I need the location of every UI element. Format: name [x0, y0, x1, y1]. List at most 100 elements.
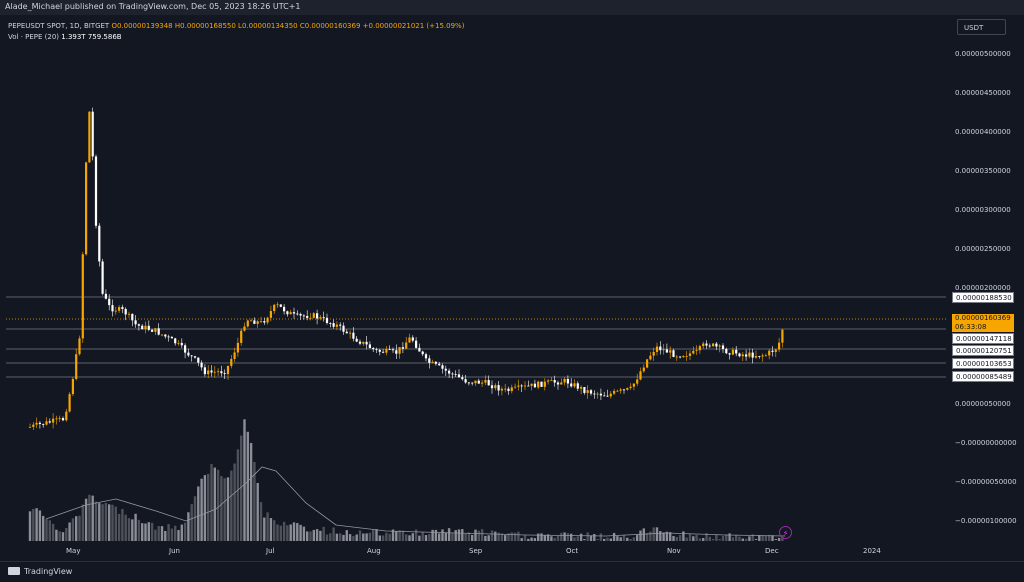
tradingview-brand[interactable]: TradingView: [8, 567, 72, 576]
time-label: May: [66, 547, 81, 555]
candle-body: [669, 350, 672, 353]
candlestick-chart[interactable]: [6, 43, 946, 545]
volume-bar: [715, 534, 718, 541]
volume-bar: [385, 532, 388, 541]
volume-bar: [253, 461, 256, 541]
volume-bar: [530, 537, 533, 541]
chart-pane[interactable]: [6, 43, 946, 545]
volume-bar: [546, 534, 550, 541]
lightning-icon[interactable]: ⚡: [779, 526, 792, 539]
candle-body: [259, 321, 263, 322]
candle-body: [520, 385, 523, 387]
price-label: −0.00000000000: [955, 439, 1017, 447]
volume-bar: [497, 532, 500, 541]
volume-bar: [424, 535, 428, 541]
candle-body: [599, 393, 602, 396]
price-label: 0.00000450000: [955, 89, 1011, 97]
candle-body: [563, 378, 566, 383]
candle-body: [299, 314, 302, 316]
volume-bar: [104, 502, 108, 541]
candle-body: [279, 304, 282, 307]
candle-body: [606, 395, 609, 397]
candle-body: [497, 385, 500, 391]
price-label: 0.00000250000: [955, 245, 1011, 253]
volume-bar: [193, 496, 197, 541]
volume-bar: [454, 530, 457, 541]
candle-body: [474, 380, 477, 384]
volume-bar: [527, 538, 530, 541]
time-axis[interactable]: May Jun Jul Aug Sep Oct Nov Dec 2024: [0, 545, 946, 561]
volume-bar: [434, 529, 438, 541]
volume-bar: [309, 531, 312, 541]
volume-bar: [266, 512, 269, 541]
candle-body: [685, 356, 688, 357]
volume-bar: [348, 534, 352, 541]
candle-body: [659, 346, 662, 351]
volume-bar: [174, 525, 177, 541]
candle-body: [187, 352, 190, 356]
candle-body: [256, 321, 259, 324]
volume-bar: [345, 530, 348, 541]
volume-bar: [471, 534, 474, 541]
candle-body: [289, 312, 292, 315]
volume-bar: [768, 534, 771, 541]
volume-bar: [698, 538, 702, 541]
volume-bar: [292, 522, 296, 541]
volume-bar: [672, 535, 675, 541]
volume-bar: [68, 522, 71, 541]
volume-bar: [490, 530, 494, 541]
candle-body: [457, 374, 461, 378]
volume-bar: [75, 516, 78, 541]
volume-bar: [408, 535, 411, 541]
volume-bar: [692, 536, 695, 541]
legend-volume-label[interactable]: Vol · PEPE (20): [8, 33, 60, 41]
candle-body: [418, 347, 421, 352]
volume-bar: [124, 514, 127, 541]
volume-bar: [649, 531, 652, 541]
candle-body: [88, 111, 91, 163]
time-label: Sep: [469, 547, 483, 555]
volume-bar: [111, 504, 114, 541]
volume-bar: [777, 537, 781, 541]
candle-body: [104, 293, 107, 299]
volume-bar: [741, 538, 744, 541]
time-label: Jul: [266, 547, 275, 555]
candle-body: [731, 349, 734, 355]
candle-body: [636, 379, 639, 384]
volume-bar: [504, 535, 507, 541]
volume-bar: [589, 535, 593, 541]
volume-bar: [758, 535, 761, 541]
volume-bar: [117, 513, 121, 541]
volume-bar: [655, 527, 659, 541]
volume-bar: [678, 535, 682, 541]
volume-bar: [45, 519, 48, 541]
volume-bar: [263, 517, 266, 541]
legend-symbol[interactable]: PEPEUSDT SPOT, 1D, BITGET: [8, 22, 110, 30]
price-axis[interactable]: 0.00000500000 0.00000450000 0.0000040000…: [948, 43, 1024, 545]
volume-bar: [583, 539, 586, 541]
candle-body: [382, 351, 385, 353]
volume-bar: [418, 535, 421, 541]
legend-high: H0.00000168550: [174, 22, 236, 30]
candle-body: [431, 361, 434, 363]
volume-bar: [632, 537, 636, 541]
candle-body: [200, 362, 203, 368]
candle-body: [467, 382, 470, 384]
volume-bar: [358, 530, 362, 541]
current-price-tag: 0.00000160369: [952, 314, 1014, 323]
currency-selector[interactable]: USDT: [957, 19, 1006, 35]
candle-body: [233, 352, 236, 359]
volume-bar: [246, 431, 249, 541]
volume-bar: [593, 534, 596, 541]
candle-body: [507, 388, 510, 392]
volume-bar: [675, 536, 678, 541]
candle-body: [339, 324, 342, 326]
candle-body: [451, 373, 454, 375]
volume-bar: [718, 539, 721, 541]
candle-body: [180, 342, 183, 346]
volume-bar: [144, 523, 147, 541]
candle-body: [728, 353, 731, 355]
candle-body: [540, 381, 543, 387]
candle-body: [266, 317, 269, 323]
volume-bar: [464, 533, 467, 541]
